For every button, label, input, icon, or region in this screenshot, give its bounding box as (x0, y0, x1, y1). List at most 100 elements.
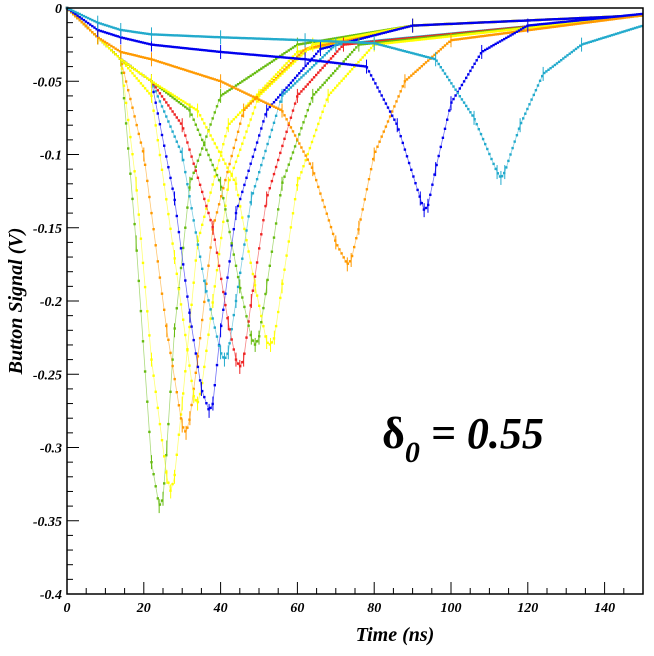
data-point (205, 204, 208, 208)
data-point (285, 56, 288, 59)
data-point (201, 223, 204, 226)
data-point (505, 20, 508, 23)
data-point (160, 499, 164, 502)
data-point (135, 31, 138, 34)
data-point (310, 66, 314, 69)
data-point (327, 42, 331, 45)
data-point (357, 60, 360, 64)
data-point (241, 361, 244, 364)
data-point (397, 128, 400, 131)
data-point (152, 58, 155, 62)
data-point (424, 36, 428, 39)
data-point (177, 145, 181, 148)
data-point (129, 135, 132, 139)
data-point (549, 22, 552, 25)
data-point (148, 92, 151, 95)
data-point (399, 135, 402, 138)
data-point (226, 51, 229, 54)
data-point (536, 23, 540, 26)
data-point (293, 134, 297, 137)
data-point (384, 102, 388, 105)
data-point (209, 406, 212, 410)
data-point (192, 281, 195, 284)
data-point (283, 70, 286, 73)
data-point (496, 29, 499, 33)
data-point (251, 272, 255, 276)
data-point (433, 173, 436, 176)
data-point (291, 62, 295, 65)
data-point (446, 75, 449, 79)
data-point (137, 79, 140, 82)
data-point (572, 17, 576, 20)
data-point (308, 162, 312, 165)
data-point (355, 237, 358, 240)
data-point (251, 98, 255, 101)
data-point (452, 85, 455, 88)
data-point (137, 279, 140, 283)
series-line (66, 7, 644, 368)
data-point (228, 260, 231, 263)
data-point (380, 30, 383, 33)
data-point (198, 48, 202, 51)
data-point (410, 39, 413, 42)
data-point (228, 178, 231, 182)
data-point (310, 78, 314, 81)
data-point (198, 153, 202, 156)
data-point (190, 207, 193, 210)
data-point (220, 277, 223, 281)
data-point (473, 21, 476, 24)
data-point (182, 246, 185, 250)
data-point (627, 28, 630, 32)
data-point (507, 35, 510, 38)
data-point (167, 104, 170, 107)
data-point (418, 195, 421, 198)
data-point (386, 41, 390, 45)
data-point (631, 13, 635, 17)
data-point (262, 325, 265, 328)
data-point (429, 193, 432, 196)
data-point (465, 22, 468, 25)
data-point (327, 50, 331, 53)
data-point (211, 163, 214, 167)
data-point (283, 56, 286, 59)
data-point (165, 33, 168, 37)
data-point (270, 250, 274, 253)
data-point (133, 74, 136, 77)
data-point (141, 340, 145, 343)
data-point (260, 321, 263, 324)
data-point (331, 46, 335, 49)
data-point (201, 48, 204, 52)
data-point (336, 61, 339, 65)
data-point (361, 33, 364, 37)
data-point (621, 14, 624, 18)
data-point (198, 392, 202, 396)
data-point (171, 96, 174, 99)
data-point (169, 390, 172, 393)
data-point (156, 44, 159, 47)
data-point (215, 35, 219, 39)
data-point (245, 92, 248, 95)
data-point (315, 128, 318, 132)
data-point (312, 40, 316, 44)
data-point (266, 142, 269, 146)
data-point (484, 48, 487, 52)
data-point (541, 74, 544, 78)
data-point (587, 41, 590, 44)
data-point (268, 83, 271, 86)
data-point (196, 72, 200, 76)
data-point (340, 40, 343, 43)
data-point (348, 63, 352, 66)
data-point (277, 71, 280, 74)
data-point (165, 91, 168, 94)
series-7 (65, 6, 644, 374)
data-point (509, 31, 512, 34)
data-point (190, 47, 193, 51)
data-point (530, 26, 533, 29)
data-point (574, 21, 578, 24)
data-point (541, 22, 544, 26)
data-point (418, 66, 421, 70)
data-point (321, 66, 324, 70)
data-point (215, 211, 219, 214)
data-point (350, 37, 354, 40)
data-point (517, 127, 521, 130)
